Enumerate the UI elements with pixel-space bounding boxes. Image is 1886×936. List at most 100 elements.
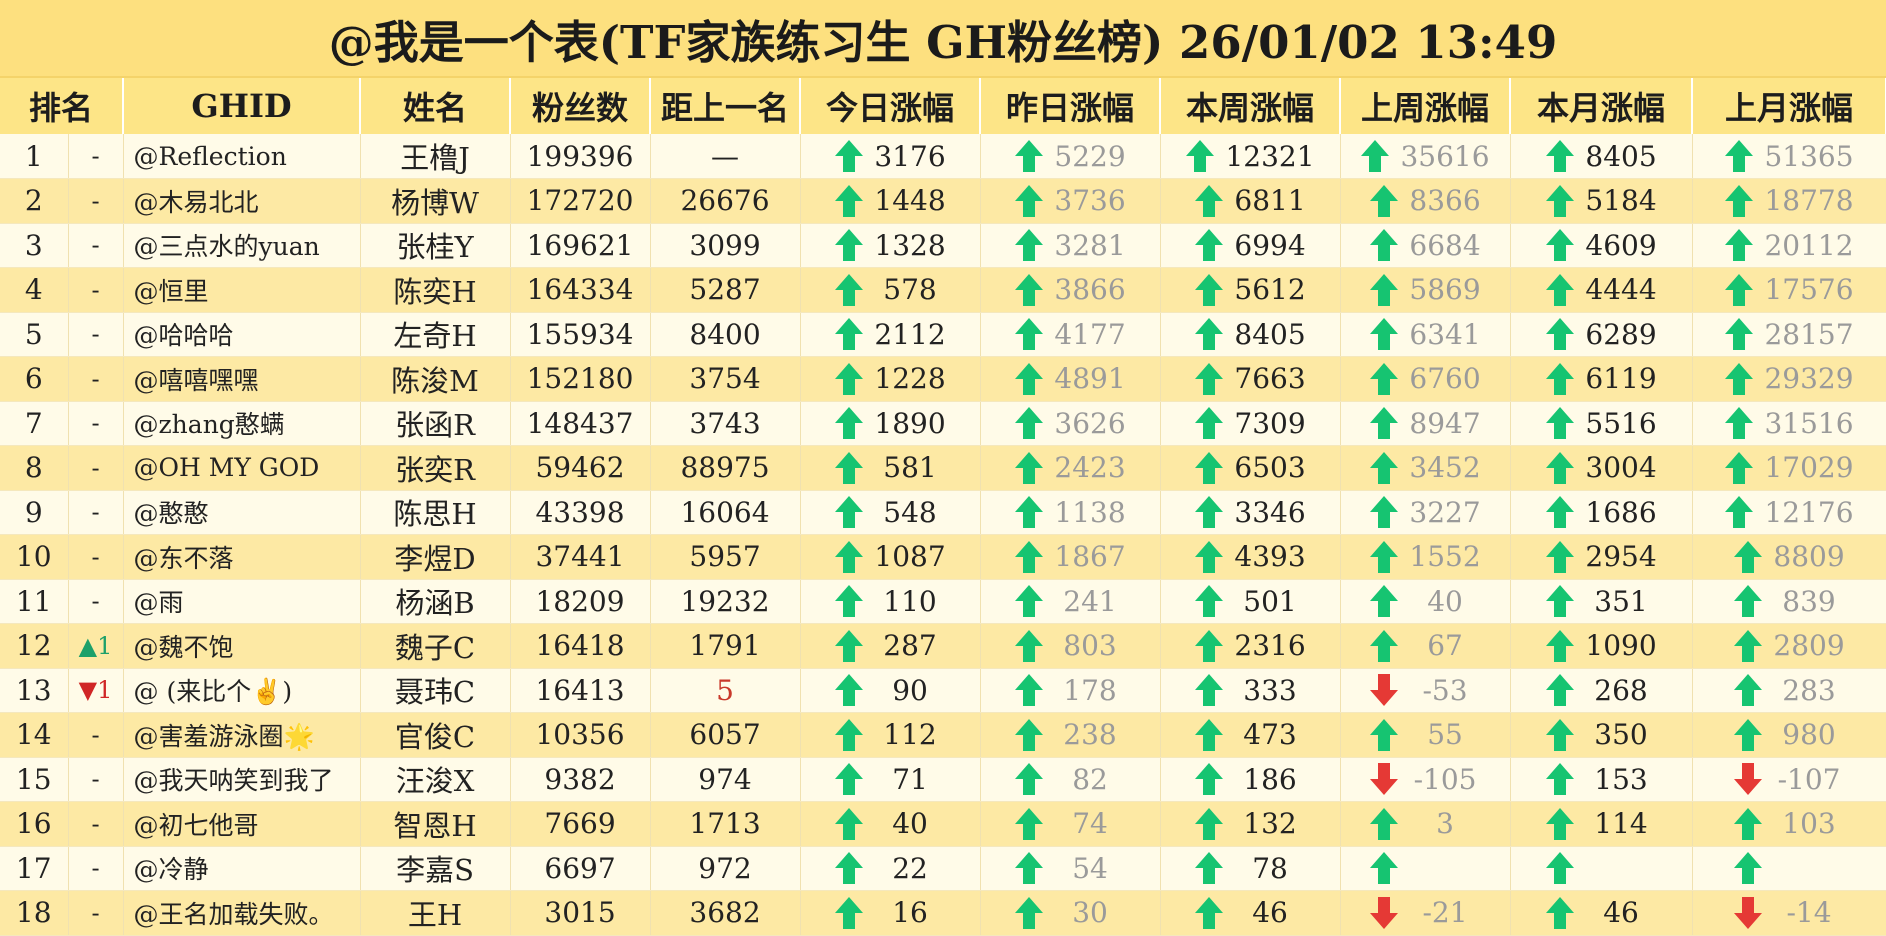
green-up-arrow-icon (835, 496, 864, 529)
change-value: 46 (1252, 896, 1288, 930)
change-cell-week: 46 (1161, 896, 1340, 930)
change-value: 473 (1243, 718, 1297, 752)
change-cell-lastmonth: 51365 (1693, 139, 1886, 173)
change-cell-lastweek: 6341 (1341, 317, 1510, 351)
change-value: 12321 (1225, 139, 1315, 173)
fans-cell: 10356 (510, 712, 651, 758)
green-up-arrow-icon (1195, 540, 1224, 573)
change-cell-month: 1090 (1511, 629, 1692, 663)
green-up-arrow-icon (835, 674, 864, 707)
change-value: 581 (883, 451, 937, 485)
green-up-arrow-icon (1546, 807, 1575, 840)
change-value: 28157 (1764, 317, 1854, 351)
change-value: -14 (1786, 896, 1832, 930)
green-up-arrow-icon (1015, 718, 1044, 751)
change-cell-lastmonth: 20112 (1693, 228, 1886, 262)
change-value: 7309 (1234, 406, 1306, 440)
change-cell-month: 351 (1511, 584, 1692, 618)
change-cell-lastweek: 8947 (1341, 406, 1510, 440)
change-cell-week: 6811 (1161, 184, 1340, 218)
green-up-arrow-icon (1195, 362, 1224, 395)
rank-move-cell: - (68, 579, 124, 624)
green-up-arrow-icon (1370, 273, 1399, 306)
ghid-cell: @ (来比个✌) (123, 668, 361, 713)
rank-move-cell: - (68, 445, 124, 491)
change-value: 8366 (1409, 184, 1481, 218)
table-row: 5- @哈哈哈 左奇H 155934 8400 2112 4177 8405 6341 6289 2… (0, 312, 1886, 357)
change-value: 1448 (874, 184, 946, 218)
change-value: 351 (1594, 584, 1648, 618)
green-up-arrow-icon (835, 362, 864, 395)
table-row: 13 ▼1 @ (来比个✌) 聂玮C 16413 5 90 178 333 -53 268 283 (0, 668, 1886, 713)
change-cell-month (1511, 851, 1692, 885)
change-cell-month: 1686 (1511, 495, 1692, 529)
fans-cell: 152180 (510, 356, 651, 402)
green-up-arrow-icon (1370, 585, 1399, 618)
name-cell: 李煜D (360, 534, 511, 580)
rank-move-cell: - (68, 846, 124, 891)
fans-cell: 59462 (510, 445, 651, 491)
fans-cell: 18209 (510, 579, 651, 624)
change-cell-week: 7663 (1161, 362, 1340, 396)
change-cell-lastweek: 6760 (1341, 362, 1510, 396)
green-up-arrow-icon (1015, 852, 1044, 885)
green-up-arrow-icon (1370, 807, 1399, 840)
green-up-arrow-icon (1370, 362, 1399, 395)
green-up-arrow-icon (1015, 496, 1044, 529)
table-row: 3- @三点水的yuan 张桂Y 169621 3099 1328 3281 6994 6684… (0, 223, 1886, 268)
ghid-cell: @恒里 (123, 267, 361, 313)
fans-cell: 172720 (510, 178, 651, 224)
green-up-arrow-icon (835, 807, 864, 840)
ghid-cell: @嘻嘻嘿嘿 (123, 356, 361, 402)
change-value: 4177 (1054, 317, 1126, 351)
gap-cell: 26676 (650, 178, 801, 224)
change-value: 350 (1594, 718, 1648, 752)
gap-cell: 5957 (650, 534, 801, 580)
gap-cell: 19232 (650, 579, 801, 624)
green-up-arrow-icon (835, 540, 864, 573)
change-cell-month: 6119 (1511, 362, 1692, 396)
table-row: 10- @东不落 李煜D 37441 5957 1087 1867 4393 1552 2954 8… (0, 534, 1886, 580)
change-cell-week: 333 (1161, 673, 1340, 707)
change-cell-today: 90 (801, 673, 980, 707)
change-cell-lastmonth: 839 (1693, 584, 1886, 618)
change-cell-yesterday: 30 (981, 896, 1160, 930)
rank-move-cell: - (68, 178, 124, 224)
change-value: 18778 (1764, 184, 1854, 218)
table-body: 1- @Reflection 王橹J 199396—3176 5229 12321 3561… (0, 134, 1886, 936)
green-up-arrow-icon (1725, 362, 1754, 395)
ghid-cell: @Reflection (123, 134, 361, 179)
green-up-arrow-icon (1546, 496, 1575, 529)
change-cell-month: 5184 (1511, 184, 1692, 218)
change-cell-lastweek: 67 (1341, 629, 1510, 663)
change-cell-lastweek: -53 (1341, 673, 1510, 707)
change-cell-week: 3346 (1161, 495, 1340, 529)
name-cell: 官俊C (360, 712, 511, 758)
rank-move-cell: - (68, 801, 124, 847)
change-cell-week: 501 (1161, 584, 1340, 618)
change-cell-month: 6289 (1511, 317, 1692, 351)
change-cell-week: 132 (1161, 807, 1340, 841)
ghid-cell: @三点水的yuan (123, 223, 361, 268)
change-cell-yesterday: 178 (981, 673, 1160, 707)
change-value: 3 (1436, 807, 1454, 841)
green-up-arrow-icon (1370, 540, 1399, 573)
ghid-cell: @哈哈哈 (123, 312, 361, 357)
change-value: 110 (883, 584, 937, 618)
change-cell-lastweek: 3227 (1341, 495, 1510, 529)
green-up-arrow-icon (1015, 763, 1044, 796)
rank-move-cell: - (68, 890, 124, 936)
change-cell-yesterday: 5229 (981, 139, 1160, 173)
green-up-arrow-icon (835, 896, 864, 929)
change-cell-week: 5612 (1161, 273, 1340, 307)
change-cell-lastweek: 6684 (1341, 228, 1510, 262)
rank-move-cell: - (68, 134, 124, 179)
change-value: 17576 (1764, 273, 1854, 307)
change-cell-lastmonth: 980 (1693, 718, 1886, 752)
change-cell-yesterday: 238 (981, 718, 1160, 752)
change-value: 3626 (1054, 406, 1126, 440)
green-up-arrow-icon (1015, 140, 1044, 172)
rank-cell: 12 (0, 623, 69, 669)
change-value: 3736 (1054, 184, 1126, 218)
header-month: 本月涨幅 (1510, 78, 1694, 134)
